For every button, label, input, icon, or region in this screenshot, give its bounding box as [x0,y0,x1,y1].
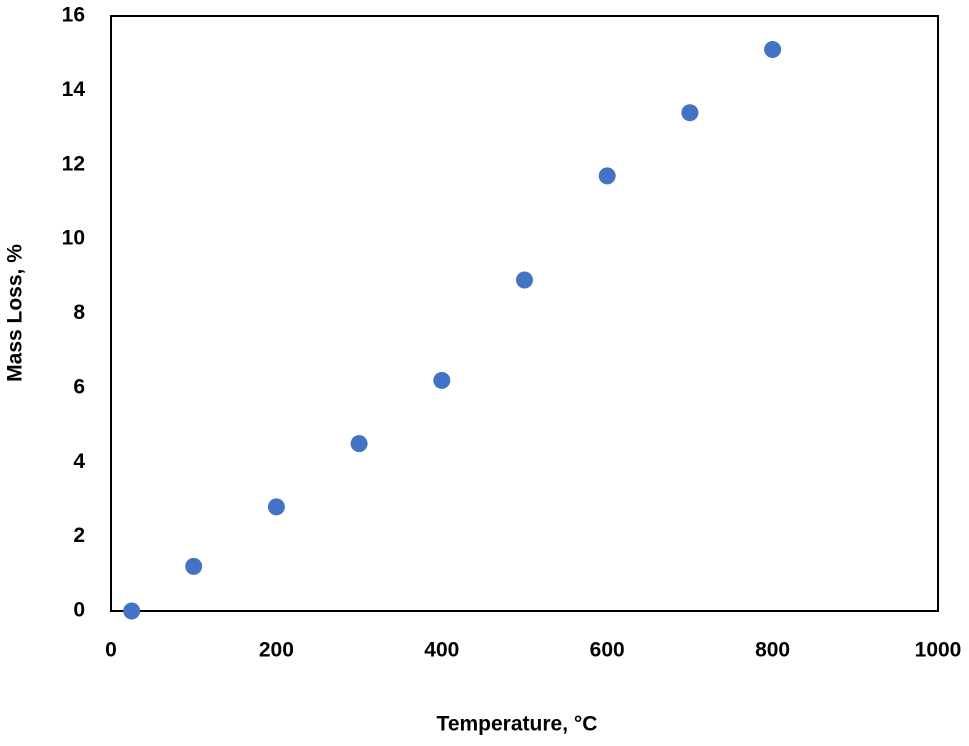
data-point [123,602,141,620]
y-tick-label: 12 [62,152,85,175]
x-tick-label: 800 [755,639,790,662]
y-axis-title: Mass Loss, % [4,244,27,382]
data-point [185,557,203,575]
data-point [681,104,699,122]
y-tick-label: 2 [73,524,85,547]
data-point [764,40,782,58]
x-axis-title: Temperature, °C [437,713,598,736]
y-tick-label: 4 [73,450,85,473]
x-tick-label: 400 [424,639,459,662]
x-tick-label: 600 [590,639,625,662]
y-tick-label: 0 [73,599,85,622]
data-point [433,371,451,389]
y-tick-label: 8 [73,301,85,324]
x-tick-label: 200 [259,639,294,662]
data-point [267,498,285,516]
data-point [350,435,368,453]
x-tick-label: 0 [105,639,117,662]
y-tick-label: 6 [73,375,85,398]
y-tick-label: 10 [62,227,85,250]
x-tick-label: 1000 [915,639,962,662]
plot-frame [110,15,939,612]
data-point [598,167,616,185]
y-tick-label: 16 [62,4,85,27]
y-tick-label: 14 [62,78,86,101]
data-point [516,271,533,289]
